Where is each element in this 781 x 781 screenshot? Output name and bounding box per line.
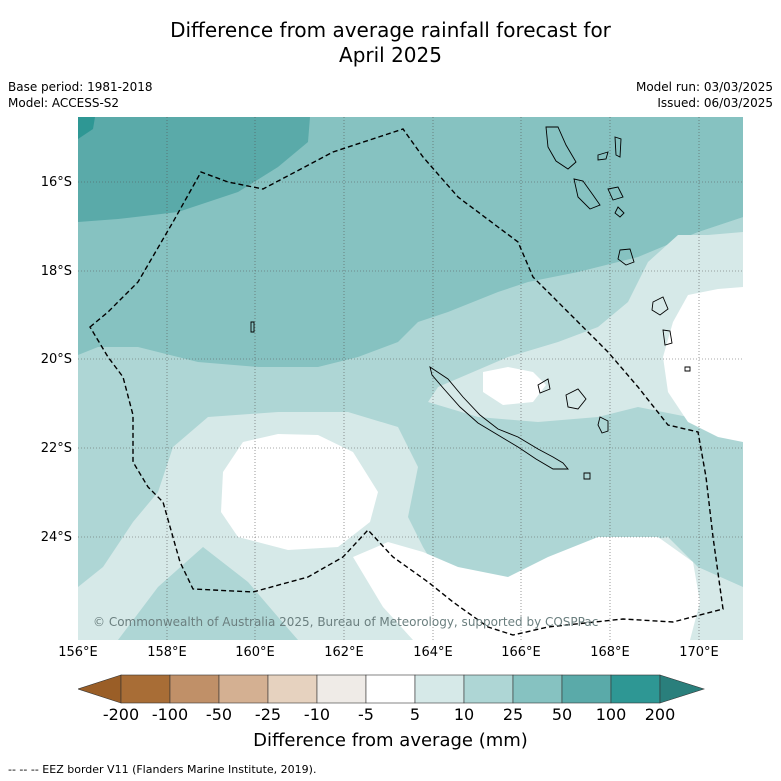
colorbar-label-0: -200 bbox=[102, 705, 140, 724]
meta-right: Model run: 03/03/2025 Issued: 06/03/2025 bbox=[636, 79, 773, 111]
colorbar-segment-10 bbox=[610, 674, 661, 704]
vanuatu-3 bbox=[614, 136, 622, 158]
lon-label-156e: 156°E bbox=[58, 645, 98, 660]
colorbar-label-11: 200 bbox=[644, 705, 676, 724]
map-title: Difference from average rainfall forecas… bbox=[0, 18, 781, 68]
title-line-1: Difference from average rainfall forecas… bbox=[170, 18, 611, 42]
colorbar-label-7: 10 bbox=[453, 705, 475, 724]
vanuatu-7 bbox=[617, 248, 635, 266]
small-islet-2 bbox=[684, 366, 691, 372]
lon-label-162e: 162°E bbox=[324, 645, 364, 660]
colorbar-segments bbox=[120, 674, 661, 704]
loyalty-island-3 bbox=[597, 416, 609, 434]
colorbar-label-1: -100 bbox=[151, 705, 189, 724]
small-islet-1 bbox=[250, 321, 255, 333]
colorbar-segment-2 bbox=[218, 674, 269, 704]
contour-10-25-southwest bbox=[118, 547, 298, 640]
contour-neutral-south bbox=[353, 537, 700, 640]
loyalty-island-1 bbox=[537, 378, 551, 394]
vanuatu-1 bbox=[545, 126, 577, 170]
colorbar-segment-0 bbox=[120, 674, 171, 704]
vanuatu-9 bbox=[662, 329, 673, 346]
contour-neutral-center bbox=[221, 434, 378, 550]
vanuatu-5 bbox=[607, 186, 624, 201]
coastlines bbox=[250, 126, 691, 480]
lat-label-18s: 18°S bbox=[40, 264, 72, 279]
colorbar-label-6: 5 bbox=[409, 705, 421, 724]
model-run: Model run: 03/03/2025 bbox=[635, 80, 773, 94]
vanuatu-8 bbox=[651, 296, 669, 316]
lon-label-160e: 160°E bbox=[235, 645, 275, 660]
graticule bbox=[78, 117, 743, 640]
meta-left: Base period: 1981-2018 Model: ACCESS-S2 bbox=[8, 79, 153, 111]
colorbar-segment-7 bbox=[463, 674, 514, 704]
new-caledonia-main bbox=[429, 365, 569, 470]
colorbar-label-5: -5 bbox=[358, 705, 374, 724]
lat-label-16s: 16°S bbox=[40, 175, 72, 190]
colorbar-over-arrow bbox=[659, 674, 705, 704]
vanuatu-6 bbox=[614, 206, 625, 218]
contour-25-50-east bbox=[598, 167, 743, 237]
lon-label-170e: 170°E bbox=[679, 645, 719, 660]
loyalty-island-2 bbox=[565, 388, 587, 410]
model-name: Model: ACCESS-S2 bbox=[8, 96, 120, 110]
colorbar-label-9: 50 bbox=[551, 705, 573, 724]
colorbar-segment-1 bbox=[169, 674, 220, 704]
colorbar-segment-4 bbox=[316, 674, 367, 704]
vanuatu-2 bbox=[597, 151, 609, 161]
lon-label-166e: 166°E bbox=[501, 645, 541, 660]
lat-label-24s: 24°S bbox=[40, 530, 72, 545]
contour-neutral-islet bbox=[483, 367, 546, 405]
colorbar-label-4: -10 bbox=[303, 705, 331, 724]
colorbar-under-arrow bbox=[78, 674, 122, 704]
vanuatu-4 bbox=[573, 178, 601, 210]
colorbar bbox=[78, 674, 705, 704]
contour-neutral-east bbox=[663, 287, 743, 442]
colorbar-title: Difference from average (mm) bbox=[253, 730, 528, 751]
lat-label-22s: 22°S bbox=[40, 441, 72, 456]
issued-date: Issued: 06/03/2025 bbox=[657, 96, 773, 110]
contour-50-100 bbox=[78, 117, 310, 222]
contour-100-200 bbox=[78, 117, 95, 139]
base-period: Base period: 1981-2018 bbox=[8, 80, 153, 94]
lon-label-158e: 158°E bbox=[147, 645, 187, 660]
eez-border bbox=[89, 128, 724, 636]
colorbar-label-8: 25 bbox=[502, 705, 524, 724]
eez-footnote: -- -- -- EEZ border V11 (Flanders Marine… bbox=[8, 763, 317, 776]
colorbar-segment-3 bbox=[267, 674, 318, 704]
colorbar-segment-8 bbox=[512, 674, 563, 704]
lon-label-168e: 168°E bbox=[590, 645, 630, 660]
copyright-text: © Commonwealth of Australia 2025, Bureau… bbox=[93, 615, 598, 629]
lat-label-20s: 20°S bbox=[40, 352, 72, 367]
title-line-2: April 2025 bbox=[339, 43, 442, 67]
colorbar-label-3: -25 bbox=[254, 705, 282, 724]
colorbar-segment-6 bbox=[414, 674, 465, 704]
colorbar-label-2: -50 bbox=[205, 705, 233, 724]
isle-of-pines bbox=[583, 472, 591, 480]
colorbar-segment-5 bbox=[365, 674, 416, 704]
rainfall-map: © Commonwealth of Australia 2025, Bureau… bbox=[78, 117, 743, 640]
lon-label-164e: 164°E bbox=[413, 645, 453, 660]
colorbar-label-10: 100 bbox=[595, 705, 627, 724]
colorbar-segment-9 bbox=[561, 674, 612, 704]
